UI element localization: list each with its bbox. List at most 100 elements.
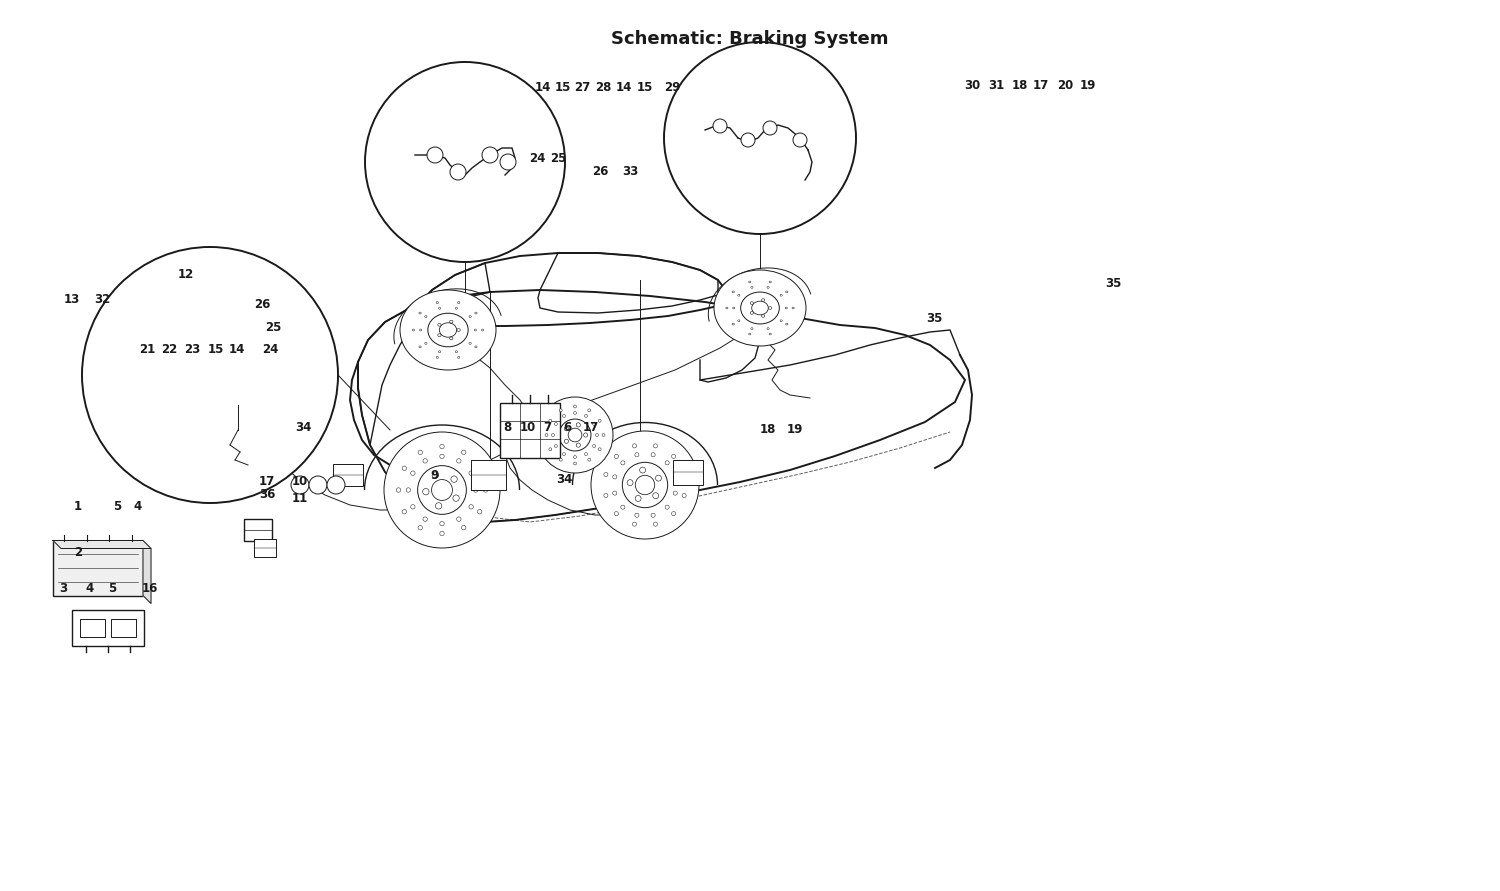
- Ellipse shape: [780, 320, 783, 322]
- Circle shape: [664, 505, 669, 509]
- Circle shape: [612, 491, 616, 495]
- Text: 17: 17: [584, 421, 598, 434]
- Circle shape: [456, 459, 460, 463]
- Text: 14: 14: [616, 81, 632, 94]
- Circle shape: [794, 133, 807, 147]
- Ellipse shape: [748, 281, 752, 282]
- Text: 15: 15: [555, 81, 570, 94]
- Circle shape: [82, 247, 338, 503]
- Ellipse shape: [752, 301, 768, 315]
- Circle shape: [450, 164, 466, 180]
- Text: 17: 17: [260, 475, 274, 487]
- Circle shape: [672, 511, 675, 516]
- Circle shape: [172, 349, 182, 358]
- Circle shape: [741, 133, 754, 147]
- Ellipse shape: [456, 351, 458, 353]
- Ellipse shape: [770, 333, 771, 335]
- Circle shape: [674, 491, 678, 495]
- Bar: [217, 351, 258, 379]
- Ellipse shape: [424, 342, 427, 344]
- Circle shape: [411, 504, 416, 509]
- Circle shape: [384, 432, 500, 548]
- Circle shape: [144, 413, 150, 418]
- Circle shape: [188, 371, 196, 380]
- Circle shape: [166, 312, 172, 318]
- Circle shape: [544, 434, 548, 437]
- Ellipse shape: [413, 329, 414, 331]
- Circle shape: [309, 476, 327, 494]
- Text: 30: 30: [964, 79, 980, 92]
- Text: 3: 3: [58, 582, 68, 594]
- Circle shape: [560, 458, 562, 462]
- Circle shape: [674, 475, 678, 479]
- Circle shape: [419, 526, 423, 530]
- Circle shape: [633, 444, 636, 448]
- Text: 7: 7: [543, 421, 552, 434]
- Circle shape: [639, 467, 645, 473]
- Ellipse shape: [458, 329, 460, 331]
- Text: 35: 35: [1106, 277, 1120, 290]
- Circle shape: [555, 445, 558, 447]
- Ellipse shape: [752, 287, 753, 289]
- Circle shape: [147, 357, 156, 366]
- Circle shape: [654, 522, 657, 527]
- Text: 19: 19: [1080, 79, 1095, 92]
- Circle shape: [207, 348, 213, 355]
- Ellipse shape: [714, 270, 806, 346]
- Circle shape: [166, 432, 172, 438]
- Circle shape: [406, 487, 411, 492]
- Ellipse shape: [450, 337, 453, 339]
- Ellipse shape: [726, 307, 728, 309]
- Ellipse shape: [436, 302, 438, 304]
- Circle shape: [453, 495, 459, 502]
- Circle shape: [652, 493, 658, 499]
- Circle shape: [423, 517, 427, 521]
- Circle shape: [402, 466, 406, 470]
- Circle shape: [634, 495, 640, 502]
- Circle shape: [584, 433, 588, 437]
- Ellipse shape: [748, 333, 752, 335]
- Circle shape: [462, 526, 466, 530]
- Circle shape: [651, 513, 656, 518]
- Circle shape: [226, 372, 232, 378]
- Circle shape: [568, 429, 582, 442]
- Circle shape: [166, 419, 172, 424]
- Polygon shape: [53, 541, 152, 549]
- Text: 29: 29: [664, 81, 680, 94]
- Ellipse shape: [738, 294, 740, 296]
- Circle shape: [656, 475, 662, 481]
- Circle shape: [402, 510, 406, 514]
- Text: 28: 28: [596, 81, 610, 94]
- Circle shape: [633, 522, 636, 527]
- Circle shape: [440, 521, 444, 526]
- Text: 5: 5: [112, 500, 122, 512]
- Ellipse shape: [732, 323, 735, 325]
- Circle shape: [764, 121, 777, 135]
- Circle shape: [576, 423, 580, 427]
- Circle shape: [327, 476, 345, 494]
- Circle shape: [627, 479, 633, 486]
- Circle shape: [615, 511, 618, 516]
- Circle shape: [474, 487, 478, 492]
- Circle shape: [604, 472, 608, 477]
- Text: 13: 13: [64, 293, 80, 306]
- Text: 15: 15: [209, 343, 224, 356]
- Circle shape: [172, 392, 182, 401]
- Ellipse shape: [750, 302, 753, 305]
- Text: 34: 34: [296, 421, 310, 434]
- Bar: [111, 619, 136, 637]
- Circle shape: [549, 420, 552, 422]
- Bar: [456, 180, 501, 210]
- Circle shape: [136, 320, 142, 326]
- Ellipse shape: [482, 329, 483, 331]
- Circle shape: [291, 476, 309, 494]
- Circle shape: [622, 462, 668, 508]
- Circle shape: [190, 331, 196, 338]
- Ellipse shape: [766, 287, 770, 289]
- Circle shape: [555, 422, 558, 425]
- Ellipse shape: [732, 291, 735, 293]
- Text: 8: 8: [503, 421, 512, 434]
- Bar: [254, 539, 276, 557]
- Circle shape: [651, 453, 656, 457]
- Circle shape: [396, 487, 400, 492]
